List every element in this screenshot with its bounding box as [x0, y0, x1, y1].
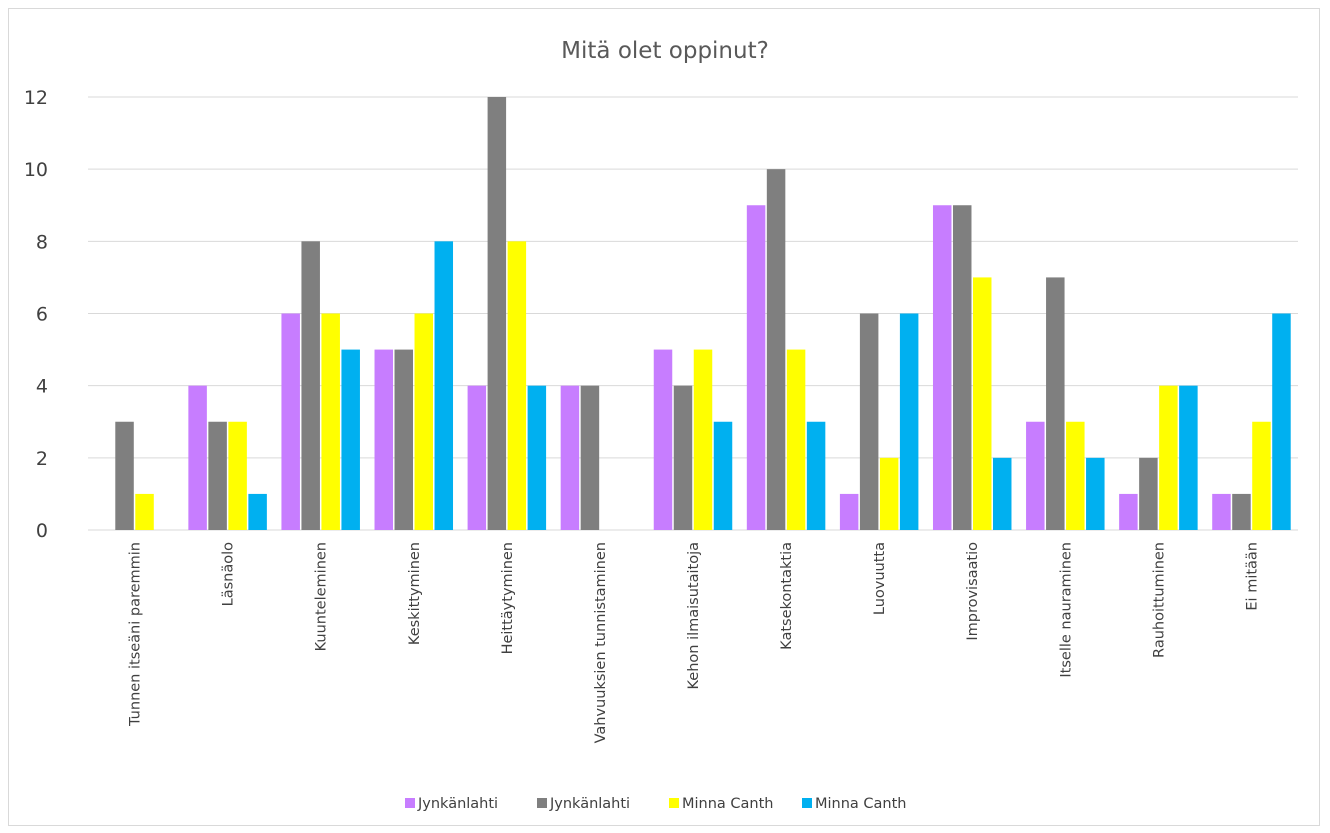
bar-2-9: [859, 313, 879, 530]
bar-4-4: [434, 241, 454, 531]
x-tick-label: Rauhoittuminen: [1151, 542, 1167, 658]
x-tick-label: Kuunteleminen: [314, 542, 330, 651]
x-tick-label: Katsekontaktia: [779, 542, 795, 650]
bar-3-1: [135, 493, 154, 530]
bar-4-3: [341, 349, 360, 530]
bar-4-5: [527, 385, 547, 530]
bar-1-10: [932, 205, 952, 530]
bar-2-5: [487, 97, 507, 530]
bar-3-2: [228, 421, 247, 530]
x-tick-label: Vahvuuksien tunnistaminen: [593, 542, 609, 743]
bar-2-6: [580, 385, 600, 530]
gridlines: [88, 96, 1298, 531]
bar-2-10: [952, 205, 972, 530]
bar-2-13: [1232, 493, 1251, 530]
x-tick-label: Improvisaatio: [965, 542, 981, 641]
bar-2-2: [208, 421, 227, 530]
x-tick-label: Läsnäolo: [221, 542, 237, 606]
legend-label: Minna Canth: [682, 796, 774, 812]
bar-4-10: [992, 457, 1012, 530]
bar-3-3: [321, 313, 340, 530]
y-tick-label: 6: [36, 304, 48, 326]
bar-4-2: [248, 493, 267, 530]
bar-3-4: [414, 313, 434, 530]
y-tick-label: 2: [36, 448, 48, 470]
y-tick-label: 8: [36, 231, 48, 253]
legend-label: Jynkänlahti: [549, 796, 630, 812]
bar-3-9: [879, 457, 899, 530]
bar-2-4: [394, 349, 414, 530]
y-tick-label: 4: [36, 376, 48, 398]
bar-3-5: [507, 241, 527, 531]
bar-1-6: [560, 385, 580, 530]
bar-4-9: [899, 313, 919, 530]
bar-2-11: [1046, 277, 1065, 530]
legend-label: Jynkänlahti: [417, 796, 498, 812]
bar-4-11: [1086, 457, 1105, 530]
bar-4-13: [1272, 313, 1291, 530]
bars: [115, 97, 1291, 531]
y-tick-label: 12: [24, 87, 48, 109]
bar-1-3: [281, 313, 300, 530]
bar-2-1: [115, 421, 134, 530]
bar-3-12: [1159, 385, 1178, 530]
bar-2-7: [673, 385, 693, 530]
bar-1-5: [467, 385, 487, 530]
x-tick-label: Kehon ilmaisutaitoja: [686, 542, 702, 689]
bar-3-13: [1252, 421, 1271, 530]
legend-swatch: [802, 798, 812, 808]
y-axis: 0 2 4 6 8 10 12: [24, 87, 48, 542]
x-tick-label: Heittäytyminen: [500, 542, 516, 654]
bar-2-8: [766, 169, 786, 530]
bar-4-7: [713, 421, 733, 530]
y-tick-label: 0: [36, 520, 48, 542]
x-tick-label: Itselle nauraminen: [1058, 542, 1074, 678]
bar-3-7: [693, 349, 713, 530]
bar-1-2: [188, 385, 207, 530]
x-tick-label: Luovuutta: [872, 542, 888, 615]
bar-4-12: [1179, 385, 1198, 530]
legend-swatch: [669, 798, 679, 808]
bar-2-12: [1139, 457, 1158, 530]
x-tick-label: Ei mitään: [1244, 542, 1260, 611]
x-tick-label: Keskittyminen: [407, 542, 423, 645]
bar-2-3: [301, 241, 320, 531]
bar-1-9: [839, 493, 859, 530]
bar-1-8: [746, 205, 766, 530]
bar-3-11: [1066, 421, 1085, 530]
legend-swatch: [537, 798, 547, 808]
bar-1-13: [1212, 493, 1231, 530]
bar-1-4: [374, 349, 394, 530]
legend-label: Minna Canth: [815, 796, 907, 812]
legend-swatch: [405, 798, 415, 808]
chart-title: Mitä olet oppinut?: [561, 38, 769, 64]
x-tick-label: Tunnen itseäni paremmin: [128, 542, 144, 727]
x-axis: Tunnen itseäni paremmin Läsnäolo Kuuntelem…: [128, 542, 1261, 744]
bar-3-10: [972, 277, 992, 530]
bar-1-11: [1026, 421, 1045, 530]
bar-4-8: [806, 421, 826, 530]
bar-1-7: [653, 349, 673, 530]
y-tick-label: 10: [24, 159, 48, 181]
bar-1-12: [1119, 493, 1138, 530]
legend: Jynkänlahti Jynkänlahti Minna Canth Minna C…: [405, 796, 907, 812]
bar-3-8: [786, 349, 806, 530]
